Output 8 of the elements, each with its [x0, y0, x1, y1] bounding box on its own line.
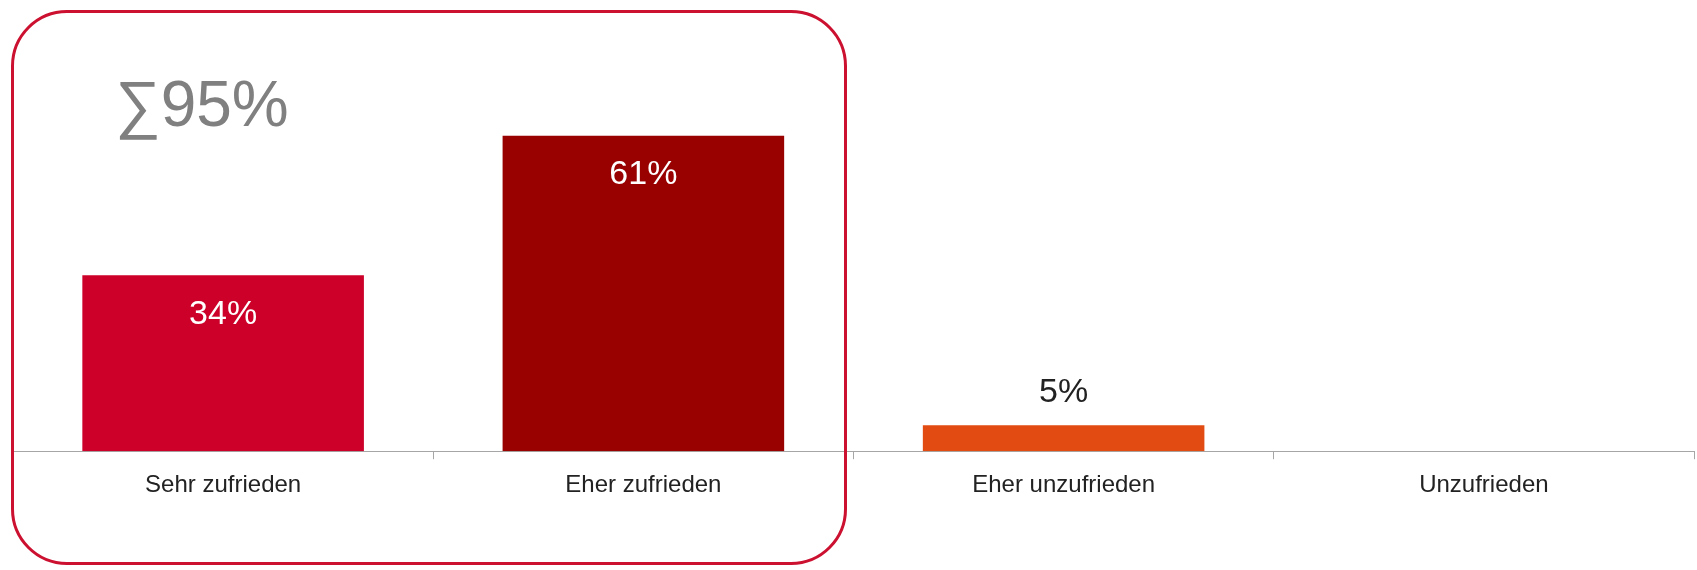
- x-tick-label: Unzufrieden: [1419, 470, 1549, 498]
- x-tick-label: Eher unzufrieden: [972, 470, 1156, 498]
- x-tick-label: Sehr zufrieden: [145, 470, 302, 498]
- annotation: ∑95%: [115, 68, 289, 140]
- data-label: 61%: [609, 153, 678, 192]
- x-tick-label: Eher zufrieden: [565, 470, 722, 498]
- data-label: 34%: [189, 292, 258, 331]
- data-label: 5%: [1039, 370, 1089, 409]
